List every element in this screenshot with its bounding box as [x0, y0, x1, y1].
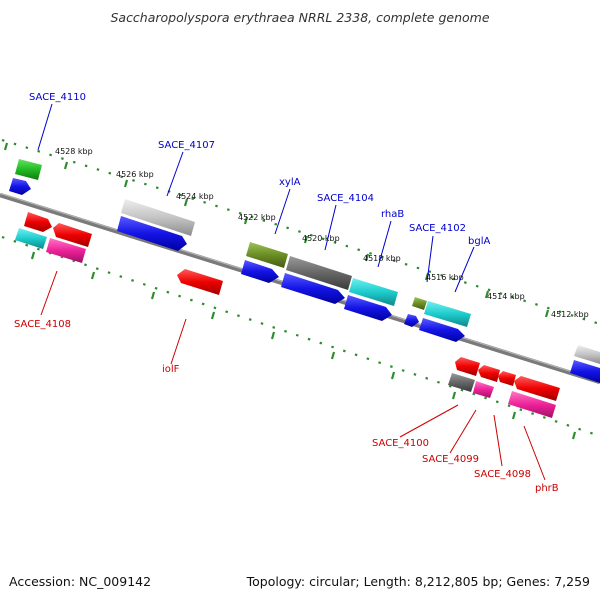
cds-sace-4096[interactable] [570, 360, 600, 383]
gene-sace-4099b[interactable] [473, 381, 494, 398]
gene-sace-4099[interactable] [478, 365, 500, 382]
gene-sace-4100b[interactable] [448, 373, 475, 392]
gene-sace-4107[interactable] [121, 199, 195, 236]
label-sace-4102: SACE_4102 [409, 223, 466, 234]
gene-sace-4100[interactable] [455, 357, 480, 376]
gene-sace-4109[interactable] [24, 212, 52, 232]
tick-label: 4528 kbp [55, 147, 93, 156]
ruler-line-upper [1, 138, 600, 326]
topology-text: Topology: circular; Length: 8,212,805 bp… [246, 574, 590, 589]
cds-bgla[interactable] [419, 318, 465, 342]
gene-rhab[interactable] [349, 278, 398, 306]
gene-sace-4108c[interactable] [46, 238, 86, 263]
accession-text: Accession: NC_009142 [9, 574, 152, 589]
label-phrb: phrB [535, 483, 559, 494]
gene-sace-4104[interactable] [286, 256, 352, 290]
label-iolf: iolF [162, 364, 180, 375]
tick-label: 4522 kbp [238, 213, 276, 222]
gene-sace-4110[interactable] [15, 159, 42, 180]
label-sace-4110: SACE_4110 [29, 92, 86, 103]
label-xyla: xylA [279, 177, 301, 188]
gene-phrb-b[interactable] [508, 391, 556, 418]
gene-xyla[interactable] [246, 242, 288, 268]
gene-sace-4108b[interactable] [15, 228, 47, 249]
label-sace-4100: SACE_4100 [372, 438, 429, 449]
cds-sace-4104[interactable] [281, 273, 345, 304]
tick-label: 4520 kbp [302, 234, 340, 243]
map-title: Saccharopolyspora erythraea NRRL 2338, c… [110, 10, 490, 25]
tick-label: 4516 kbp [426, 273, 464, 282]
cds-sace-4102[interactable] [404, 314, 419, 327]
cds-xyla[interactable] [241, 260, 279, 283]
ruler-major-ticks-lower [30, 251, 577, 440]
label-rhab: rhaB [381, 209, 404, 220]
label-sace-4107: SACE_4107 [158, 140, 215, 151]
gene-sace-4096[interactable] [574, 345, 600, 364]
gene-sace-4108[interactable] [53, 223, 92, 247]
tick-label: 4512 kbp [551, 310, 589, 319]
label-bgla: bglA [468, 236, 490, 247]
label-sace-4108: SACE_4108 [14, 319, 71, 330]
tick-label: 4518 kbp [363, 254, 401, 263]
gene-bgla[interactable] [424, 301, 471, 327]
gene-sace-4102[interactable] [412, 297, 427, 310]
cds-sace-4107[interactable] [117, 216, 187, 251]
callout-lines-reverse [40, 270, 546, 481]
cds-rhab[interactable] [344, 295, 392, 321]
label-sace-4104: SACE_4104 [317, 193, 374, 204]
gene-phrb[interactable] [514, 376, 560, 401]
tick-label: 4526 kbp [116, 170, 154, 179]
tick-label: 4524 kbp [176, 192, 214, 201]
gene-sace-4098[interactable] [498, 371, 516, 386]
label-sace-4099: SACE_4099 [422, 454, 479, 465]
callout-lines-forward [37, 103, 475, 293]
label-sace-4098: SACE_4098 [474, 469, 531, 480]
tick-label: 4514 kbp [487, 292, 525, 301]
cds-sace-4110[interactable] [9, 178, 31, 195]
gene-iolf[interactable] [177, 269, 223, 295]
ruler-major-ticks-upper [3, 142, 550, 318]
